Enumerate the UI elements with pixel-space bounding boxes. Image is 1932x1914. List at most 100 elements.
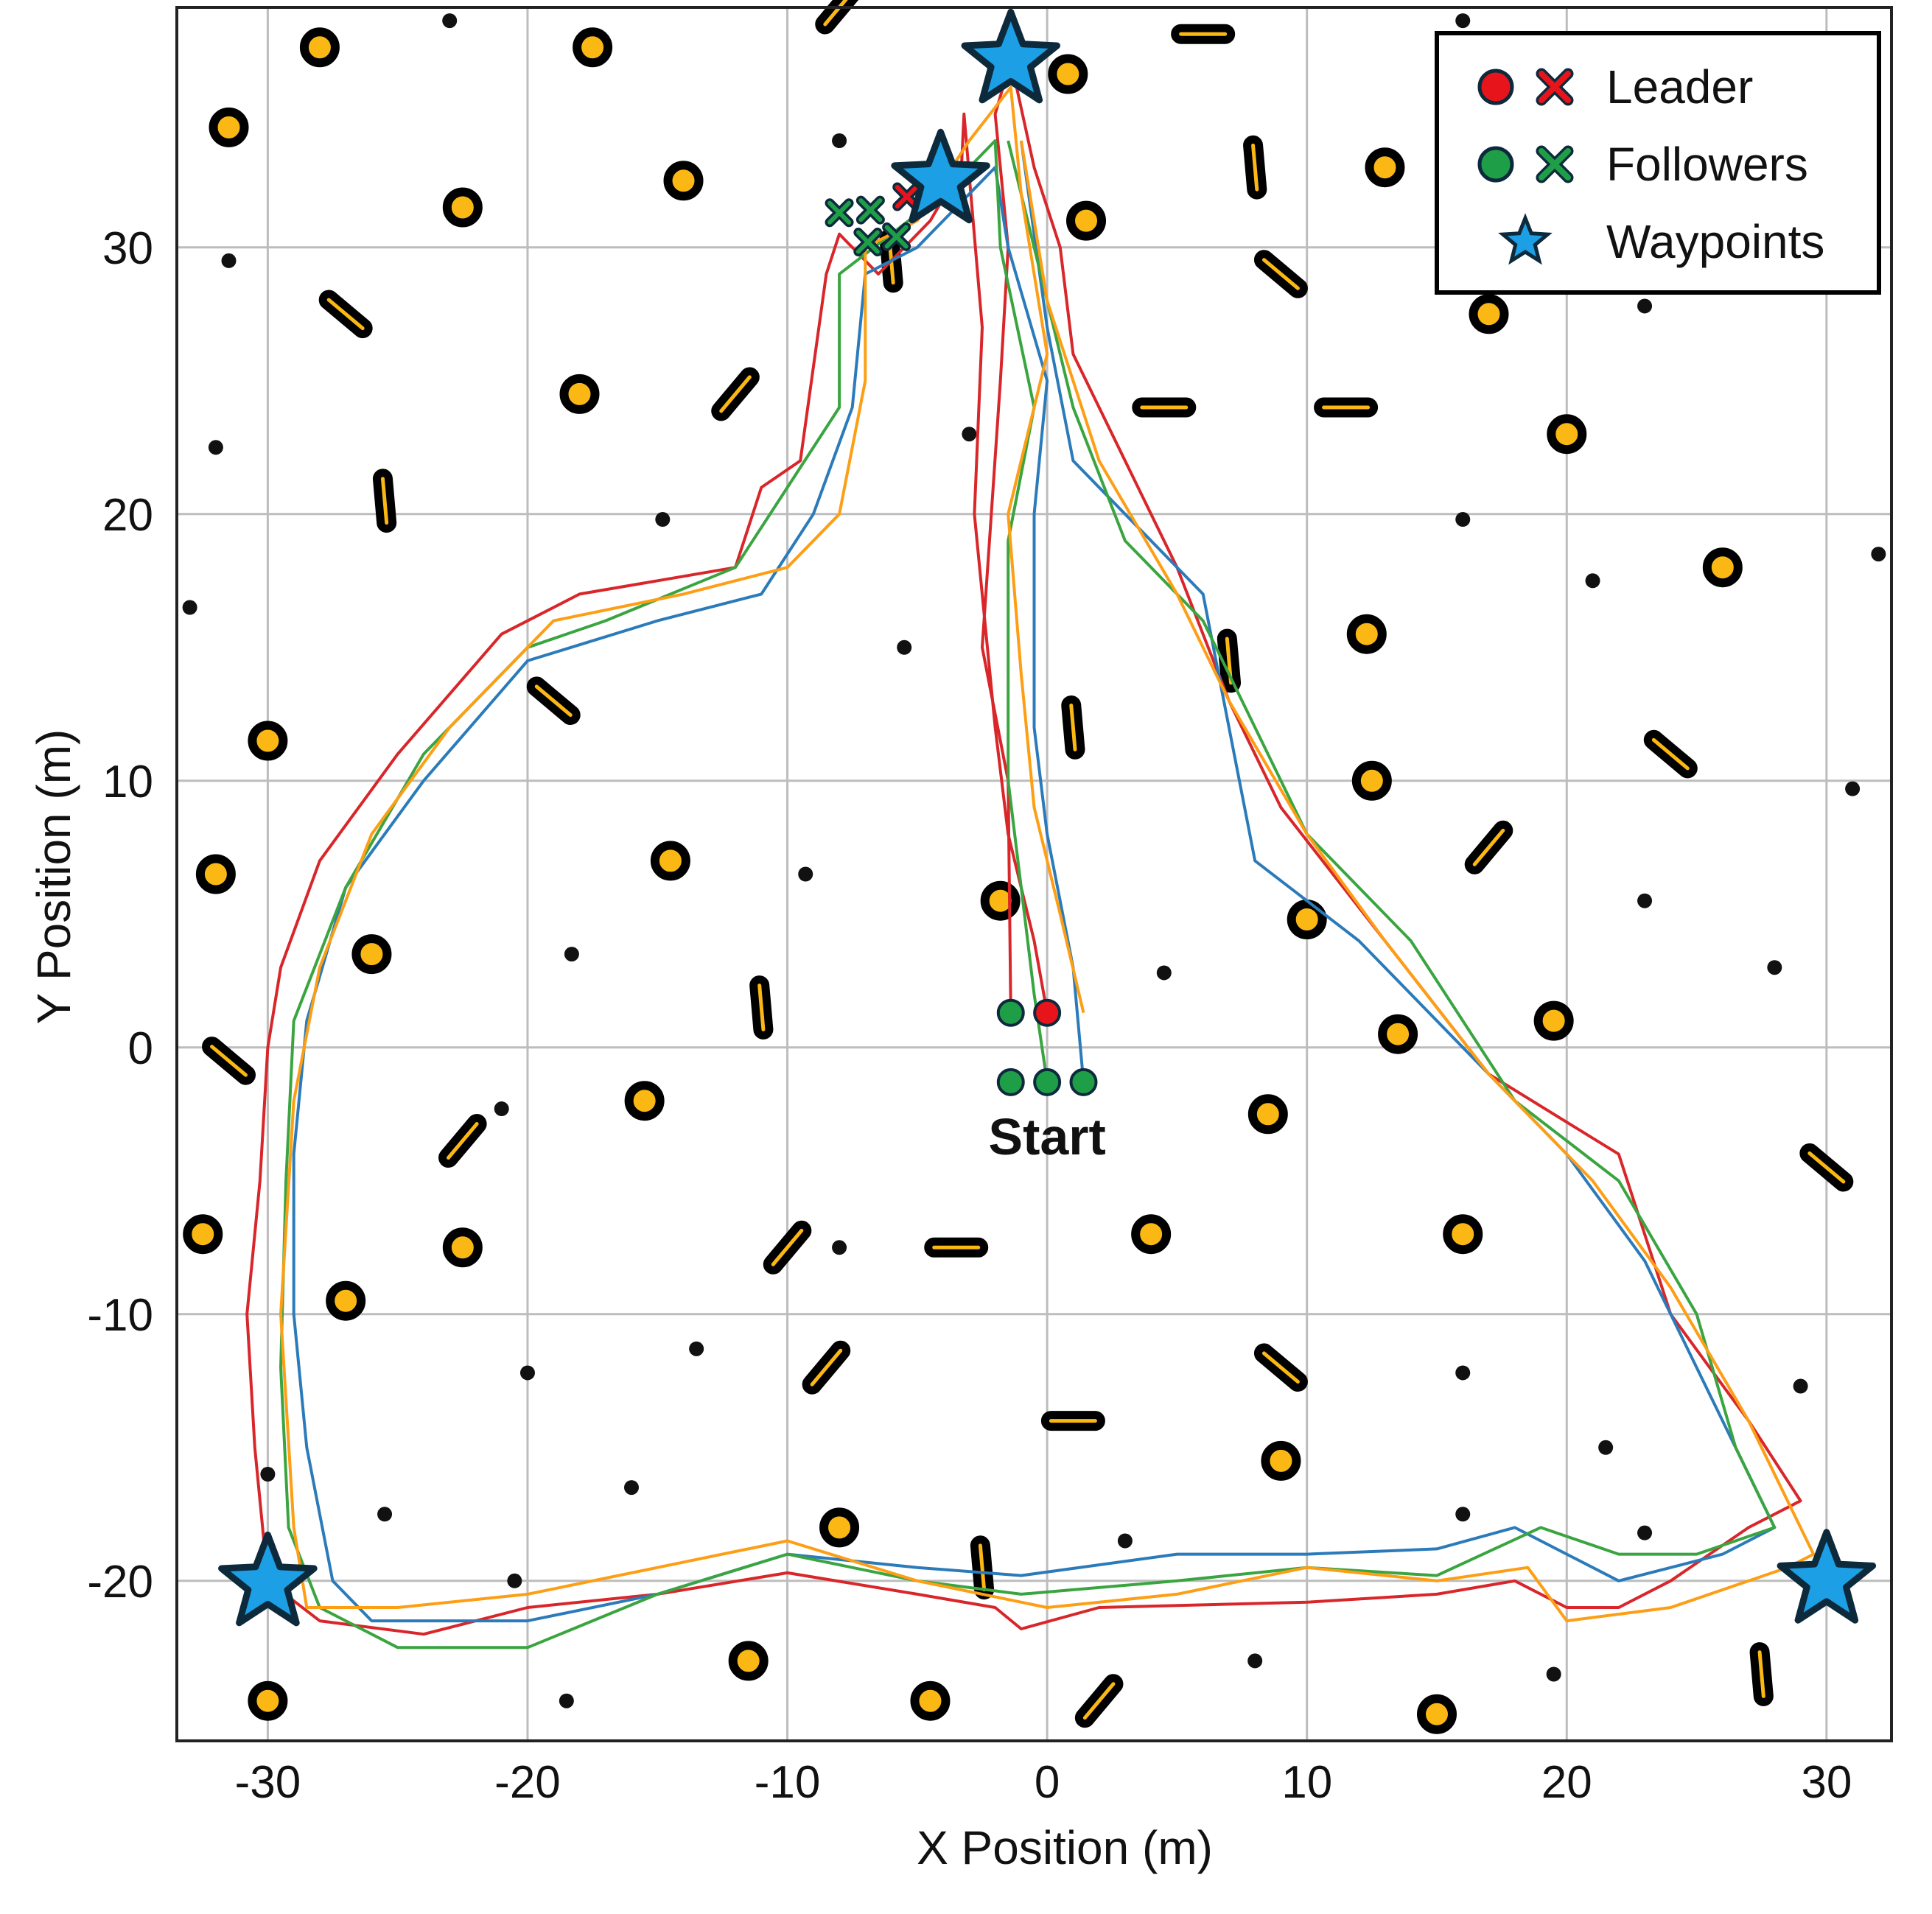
waypoint-star	[961, 8, 1060, 104]
obstacle-bar	[763, 1220, 812, 1275]
obstacle-dot	[689, 1341, 704, 1356]
x-tick-label: 0	[1035, 1757, 1060, 1808]
y-tick-label: 0	[128, 1023, 153, 1074]
obstacle-dot	[1793, 1378, 1808, 1394]
obstacle-dot	[260, 1467, 276, 1482]
y-tick-label: -20	[87, 1557, 153, 1608]
waypoint-star	[1777, 1529, 1877, 1624]
obstacle-bar	[815, 0, 864, 35]
x-tick-label: -30	[235, 1757, 301, 1808]
obstacle-circle	[650, 841, 690, 881]
legend-entry-leader: Leader	[1477, 60, 1753, 113]
y-axis-label: Y Position (m)	[27, 729, 80, 1025]
y-tick-label: 30	[102, 223, 153, 274]
obstacle-circle	[1469, 294, 1509, 334]
obstacle-dot	[442, 13, 458, 29]
obstacle-circle	[728, 1641, 769, 1681]
follower-end-cross	[825, 198, 854, 228]
obstacle-dot	[494, 1101, 509, 1117]
obstacle-dot	[1455, 512, 1471, 527]
obstacle-circle	[1247, 1094, 1288, 1135]
follower-start-circle	[996, 998, 1025, 1027]
obstacle-bar	[526, 676, 581, 725]
trajectory-line	[292, 140, 1777, 1623]
obstacle-dot	[832, 133, 847, 148]
obstacle-circle	[1351, 760, 1392, 801]
obstacle-dot	[1871, 547, 1886, 562]
obstacle-dot	[519, 1365, 535, 1381]
legend: Leader Followers Waypoints	[1435, 31, 1881, 295]
obstacle-circle	[663, 161, 704, 201]
legend-followers-circle-icon	[1477, 146, 1514, 183]
start-annotation: Start	[988, 1108, 1105, 1165]
obstacle-bar	[1061, 695, 1085, 760]
obstacle-circle	[1416, 1694, 1457, 1734]
obstacle-dot	[559, 1693, 574, 1708]
legend-entry-followers: Followers	[1477, 138, 1808, 191]
trajectory-line	[279, 139, 1777, 1650]
leader-start-circle	[1033, 998, 1062, 1027]
obstacle-bar	[372, 469, 397, 533]
obstacle-circle	[1066, 200, 1107, 241]
obstacle-circle	[1365, 147, 1405, 188]
obstacle-dot	[1455, 1365, 1471, 1381]
obstacle-bar	[1171, 24, 1236, 44]
obstacle-bar	[1243, 135, 1267, 200]
x-tick-label: -20	[494, 1757, 561, 1808]
obstacle-dot	[1585, 573, 1600, 589]
obstacle-dot	[1767, 960, 1782, 975]
obstacle-bar	[1132, 397, 1197, 418]
obstacle-bar	[202, 1037, 256, 1085]
obstacle-circle	[1346, 614, 1387, 654]
obstacle-dot	[1637, 298, 1653, 314]
obstacle-dot	[182, 600, 197, 615]
obstacle-circle	[351, 934, 392, 975]
follower-start-circle	[1069, 1068, 1098, 1096]
follower-end-cross	[882, 222, 911, 251]
obstacle-bar	[802, 1340, 851, 1395]
follower-start-circle	[1033, 1068, 1062, 1096]
waypoint-star	[218, 1531, 318, 1627]
obstacle-bar	[1040, 1411, 1105, 1431]
obstacle-dot	[1637, 893, 1653, 908]
follower-end-cross-stroke	[884, 225, 909, 249]
trajectory-line	[279, 85, 1816, 1623]
x-axis-label: X Position (m)	[917, 1821, 1213, 1874]
obstacle-circle	[299, 27, 340, 68]
obstacle-bar	[1464, 820, 1513, 874]
obstacle-circle	[326, 1280, 366, 1321]
follower-end-cross	[853, 228, 883, 257]
obstacle-circle	[980, 880, 1021, 921]
legend-followers-label: Followers	[1606, 138, 1808, 191]
legend-leader-label: Leader	[1606, 60, 1753, 113]
obstacle-bar	[438, 1114, 487, 1168]
obstacle-dot	[897, 639, 912, 655]
obstacle-circle	[559, 374, 600, 414]
trajectory-line	[245, 59, 1802, 1636]
obstacle-bar	[711, 367, 760, 421]
obstacle-bar	[1643, 729, 1698, 779]
obstacle-circle	[1702, 547, 1743, 588]
obstacle-dot	[1455, 1507, 1471, 1522]
x-tick-label: 30	[1801, 1757, 1852, 1808]
x-tick-label: -10	[755, 1757, 821, 1808]
obstacle-dot	[655, 512, 671, 527]
obstacle-dot	[832, 1240, 847, 1255]
obstacle-circle	[1378, 1014, 1418, 1054]
obstacle-circle	[195, 854, 236, 894]
obstacle-bar	[749, 975, 774, 1040]
obstacle-dot	[221, 253, 237, 268]
obstacle-dot	[1637, 1525, 1653, 1540]
obstacle-circle	[910, 1680, 951, 1721]
obstacle-bar	[1253, 250, 1308, 298]
obstacle-dot	[208, 440, 223, 455]
obstacle-dot	[1598, 1440, 1614, 1455]
obstacle-dot	[1546, 1666, 1561, 1682]
obstacle-circle	[1533, 1000, 1574, 1041]
obstacle-bar	[1074, 1674, 1124, 1728]
obstacle-dot	[507, 1573, 522, 1588]
follower-start-circle	[996, 1068, 1025, 1096]
legend-followers-cross-icon	[1536, 145, 1574, 183]
obstacle-dot	[564, 947, 579, 962]
